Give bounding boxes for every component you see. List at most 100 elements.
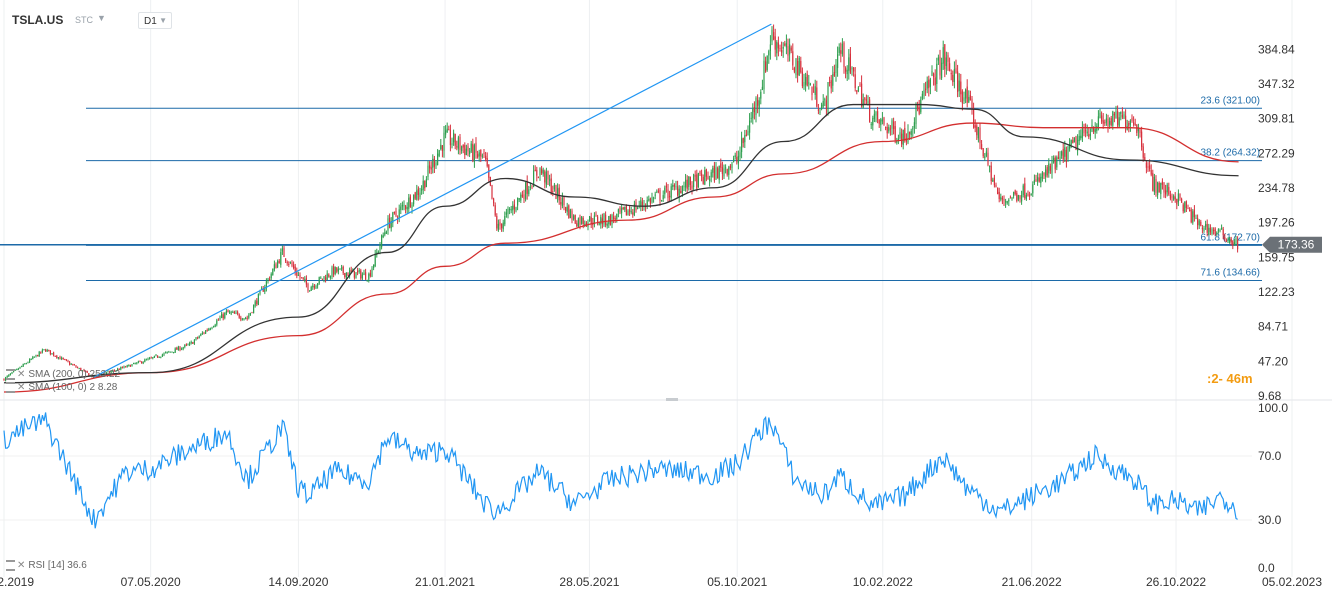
candle-body <box>817 109 819 111</box>
candle-body <box>977 127 979 139</box>
candle-body <box>752 108 754 119</box>
candle-body <box>779 47 781 49</box>
candle-body <box>1176 198 1178 205</box>
candle-body <box>1169 194 1171 199</box>
candle-body <box>432 158 434 168</box>
candle-body <box>907 131 909 143</box>
candle-body <box>789 44 791 55</box>
candle-body <box>1097 116 1099 127</box>
candle-body <box>739 152 741 158</box>
candle-body <box>961 91 963 104</box>
candle-body <box>605 214 607 225</box>
candle-body <box>518 198 520 200</box>
candle-body <box>1112 111 1114 126</box>
candle-body <box>342 266 344 274</box>
candle-body <box>288 264 290 266</box>
candle-body <box>725 167 727 169</box>
settings-icon[interactable] <box>6 382 15 393</box>
candle-body <box>843 42 845 68</box>
candle-body <box>640 200 642 207</box>
candle-body <box>928 79 930 89</box>
candle-body <box>355 272 357 279</box>
candle-body <box>133 362 135 365</box>
timeframe-select[interactable]: D1 ▼ <box>138 12 172 29</box>
candle-body <box>585 222 587 226</box>
candle-body <box>942 47 944 64</box>
candle-body <box>179 347 181 351</box>
candle-body <box>41 349 43 353</box>
candle-body <box>237 311 239 314</box>
candle-body <box>1155 179 1157 193</box>
candle-body <box>953 68 955 82</box>
candle-body <box>347 272 349 276</box>
chevron-down-icon[interactable]: ▼ <box>97 13 106 23</box>
candle-body <box>547 170 549 180</box>
candle-body <box>421 188 423 191</box>
candle-body <box>1187 208 1189 210</box>
close-icon[interactable]: ✕ <box>17 369 26 381</box>
settings-icon[interactable] <box>6 369 15 380</box>
candle-body <box>171 351 173 353</box>
candle-body <box>568 205 570 218</box>
candle-body <box>345 272 347 278</box>
candle-body <box>673 184 675 187</box>
candle-body <box>174 348 176 353</box>
sma200-legend-label: SMA (200, 0) 253.22 <box>28 369 121 381</box>
fibonacci-levels[interactable]: 23.6 (321.00) 38.2 (264.32) 61.8 (172.70) 7… <box>0 95 1262 281</box>
candle-body <box>1094 129 1096 133</box>
candle-body <box>1117 110 1119 125</box>
trendline-layer[interactable] <box>93 23 772 378</box>
candle-body <box>619 207 621 213</box>
price-tick-label: 347.32 <box>1258 77 1295 91</box>
close-icon[interactable]: ✕ <box>17 382 26 394</box>
candle-body <box>1073 137 1075 143</box>
candle-body <box>113 370 115 372</box>
candle-body <box>763 60 765 90</box>
settings-icon[interactable] <box>6 560 15 571</box>
candle-body <box>176 347 178 350</box>
candle-body <box>43 349 45 351</box>
candle-body <box>409 196 411 207</box>
candle-body <box>1021 195 1023 202</box>
candle-body <box>427 165 429 178</box>
candle-body <box>941 62 943 79</box>
candle-body <box>691 185 693 189</box>
candle-body <box>83 369 85 371</box>
candle-body <box>201 332 203 334</box>
candle-body <box>694 175 696 177</box>
candle-body <box>13 370 15 372</box>
candle-body <box>141 361 143 364</box>
candle-body <box>24 363 26 365</box>
candle-body <box>110 371 112 373</box>
candle-body <box>1077 139 1079 151</box>
candle-body <box>697 173 699 188</box>
candle-body <box>337 268 339 272</box>
sma100-legend[interactable]: ✕ SMA (100, 0) 2 8.28 <box>6 382 117 393</box>
candle-body <box>981 144 983 150</box>
candle-body <box>57 357 59 359</box>
candle-body <box>773 32 775 40</box>
rsi-legend[interactable]: ✕ RSI [14] 36.6 <box>6 560 87 571</box>
candle-body <box>481 155 483 157</box>
candle-body <box>593 215 595 225</box>
candle-body <box>955 68 957 73</box>
candle-body <box>353 270 355 278</box>
candle-body <box>235 312 237 314</box>
close-icon[interactable]: ✕ <box>17 560 26 572</box>
candle-body <box>377 251 379 253</box>
candle-body <box>443 132 445 151</box>
sma200-legend[interactable]: ✕ SMA (200, 0) 253.22 <box>6 369 120 380</box>
candle-body <box>566 206 568 212</box>
candle-body <box>280 252 282 265</box>
candle-body <box>297 274 299 276</box>
candle-body <box>653 197 655 199</box>
candle-body <box>704 170 706 185</box>
candle-body <box>1017 195 1019 200</box>
candle-body <box>558 187 560 201</box>
symbol-name[interactable]: TSLA.US <box>12 13 64 27</box>
candle-body <box>512 205 514 211</box>
rsi-tick-label: 70.0 <box>1258 449 1282 463</box>
candle-body <box>565 207 567 211</box>
candle-body <box>221 314 223 319</box>
